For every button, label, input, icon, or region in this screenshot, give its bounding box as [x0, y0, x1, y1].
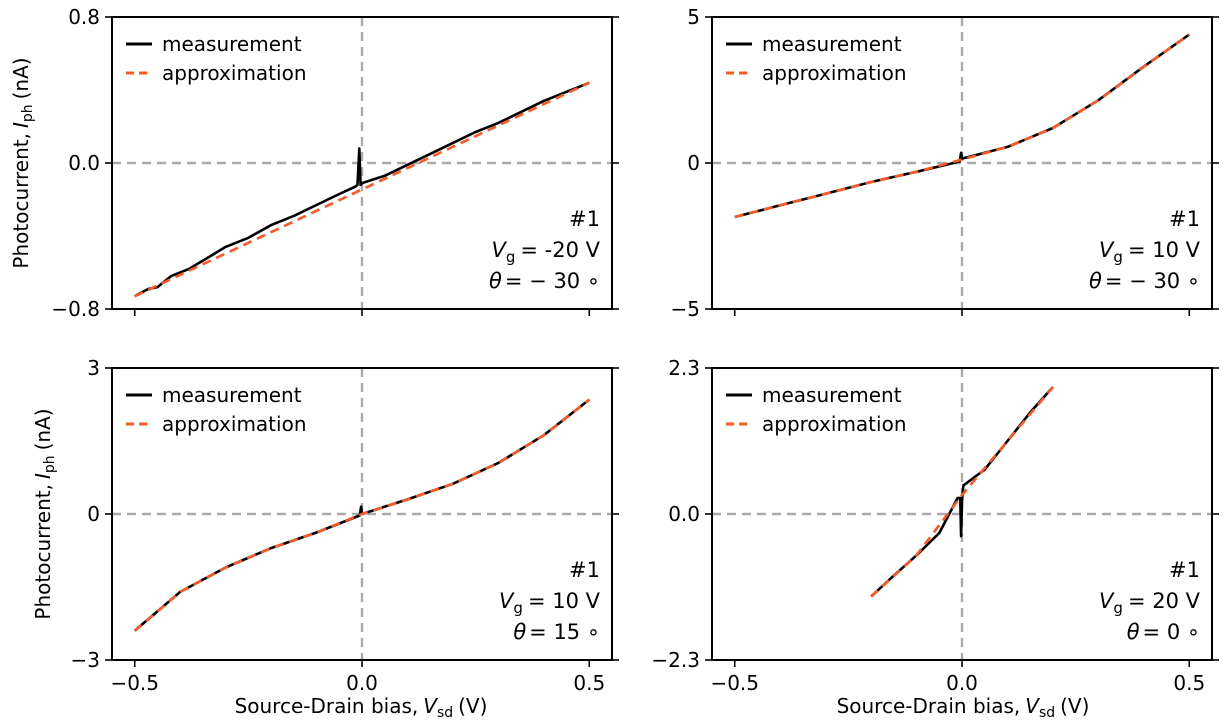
x-axis-label-left: Source-Drain bias, Vsd (V) — [235, 694, 488, 721]
legend: measurement approximation — [126, 32, 307, 85]
y-tick-label: 0.0 — [68, 151, 100, 175]
theta-var: θ — [1089, 269, 1102, 293]
legend-label-measurement: measurement — [762, 383, 902, 407]
vg-sub: g — [506, 248, 516, 266]
theta-value: = 15 ∘ — [529, 620, 600, 644]
vg-sub: g — [1113, 599, 1123, 617]
panel-top-right: −5 0 5 measurement approximation #1 Vg = 10 V θ =… — [671, 5, 1219, 321]
xlabel-unit: (V) — [1060, 694, 1089, 718]
annotation-angle: θ = 15 ∘ — [513, 620, 600, 644]
x-tick-label: 0.0 — [946, 671, 978, 695]
vg-value: = 10 V — [1128, 238, 1201, 262]
legend-label-approximation: approximation — [762, 412, 907, 436]
xlabel-unit: (V) — [458, 694, 487, 718]
xlabel-sub: sd — [1039, 705, 1055, 721]
x-axis-label-right: Source-Drain bias, Vsd (V) — [837, 694, 1090, 721]
legend: measurement approximation — [726, 32, 907, 85]
theta-var: θ — [513, 620, 526, 644]
theta-value: = − 30 ∘ — [505, 269, 600, 293]
annotation-sample: #1 — [569, 207, 600, 231]
legend-label-approximation: approximation — [162, 61, 307, 85]
xlabel-prefix: Source-Drain bias, — [837, 694, 1021, 718]
theta-var: θ — [1127, 620, 1140, 644]
series-approximation — [134, 81, 590, 298]
vg-value: = 20 V — [1128, 589, 1201, 613]
theta-value: = 0 ∘ — [1143, 620, 1200, 644]
panel-bottom-right: −2.3 0.0 2.3 −0.5 0.0 0.5 measurement approxima… — [651, 356, 1219, 695]
y-tick-label: 3 — [87, 356, 100, 380]
series-approximation — [133, 398, 591, 632]
legend-label-measurement: measurement — [762, 32, 902, 56]
annotation-gate-voltage: Vg = 10 V — [1099, 238, 1201, 266]
annotation-sample: #1 — [1169, 207, 1200, 231]
legend: measurement approximation — [726, 383, 907, 436]
ylabel-prefix: Photocurrent, — [31, 484, 55, 620]
annotation-gate-voltage: Vg = 10 V — [499, 589, 601, 617]
x-tick-label: −0.5 — [110, 671, 159, 695]
series-approximation — [734, 33, 1191, 219]
vg-var: V — [491, 238, 507, 262]
y-axis-label-top: Photocurrent, Iph (nA) — [9, 57, 36, 268]
y-tick-label: −0.8 — [51, 297, 100, 321]
panel-bottom-left: −3 0 3 −0.5 0.0 0.5 measurement approximation #1… — [71, 356, 619, 695]
ylabel-var: I — [31, 473, 55, 479]
legend-label-approximation: approximation — [162, 412, 307, 436]
annotation-angle: θ = 0 ∘ — [1127, 620, 1200, 644]
ylabel-sub: ph — [20, 104, 36, 122]
annotation-angle: θ = − 30 ∘ — [1089, 269, 1200, 293]
y-tick-label: 0 — [687, 151, 700, 175]
theta-var: θ — [489, 269, 502, 293]
vg-sub: g — [1113, 248, 1123, 266]
y-tick-label: −2.3 — [651, 648, 700, 672]
annotation-sample: #1 — [1169, 558, 1200, 582]
vg-var: V — [1099, 238, 1115, 262]
y-tick-label: 2.3 — [668, 356, 700, 380]
vg-value: = 10 V — [528, 589, 601, 613]
x-tick-label: 0.0 — [346, 671, 378, 695]
ylabel-unit: (nA) — [31, 408, 55, 450]
ylabel-var: I — [9, 122, 33, 128]
legend-label-measurement: measurement — [162, 32, 302, 56]
annotation-angle: θ = − 30 ∘ — [489, 269, 600, 293]
vg-sub: g — [513, 599, 523, 617]
vg-var: V — [499, 589, 515, 613]
ylabel-sub: ph — [42, 455, 58, 473]
legend: measurement approximation — [126, 383, 307, 436]
ylabel-unit: (nA) — [9, 57, 33, 99]
y-tick-label: 0.8 — [68, 5, 100, 29]
series-measurement — [134, 81, 590, 298]
annotation-gate-voltage: Vg = 20 V — [1099, 589, 1201, 617]
xlabel-sub: sd — [437, 705, 453, 721]
ylabel-prefix: Photocurrent, — [9, 133, 33, 269]
y-tick-label: 0 — [87, 502, 100, 526]
x-tick-label: 0.5 — [573, 671, 605, 695]
x-tick-label: 0.5 — [1173, 671, 1205, 695]
y-tick-label: 5 — [687, 5, 700, 29]
y-tick-label: −5 — [671, 297, 700, 321]
series-approximation — [870, 386, 1054, 598]
y-tick-label: 0.0 — [668, 502, 700, 526]
x-tick-label: −0.5 — [710, 671, 759, 695]
vg-var: V — [1099, 589, 1115, 613]
annotation-gate-voltage: Vg = -20 V — [491, 238, 600, 266]
xlabel-var: V — [1025, 694, 1040, 718]
vg-value: = -20 V — [520, 238, 600, 262]
legend-label-approximation: approximation — [762, 61, 907, 85]
annotation-sample: #1 — [569, 558, 600, 582]
theta-value: = − 30 ∘ — [1105, 269, 1200, 293]
xlabel-var: V — [423, 694, 438, 718]
y-tick-label: −3 — [71, 648, 100, 672]
legend-label-measurement: measurement — [162, 383, 302, 407]
xlabel-prefix: Source-Drain bias, — [235, 694, 419, 718]
y-axis-label-bottom: Photocurrent, Iph (nA) — [31, 408, 58, 619]
